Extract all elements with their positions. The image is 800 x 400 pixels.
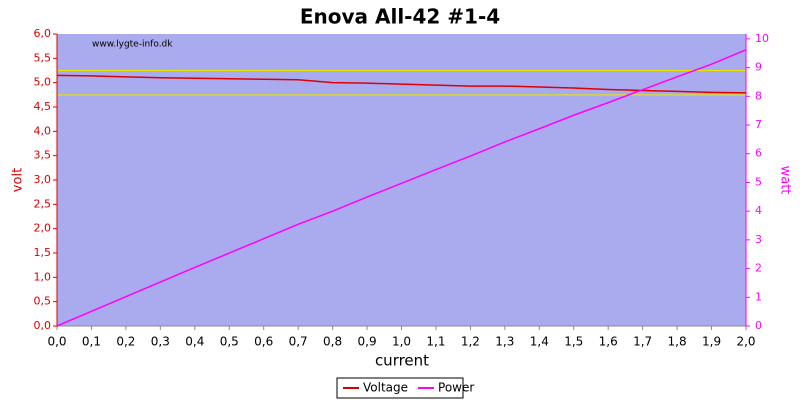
- y-tick-label: 3,5: [34, 149, 52, 162]
- y2-tick-label: 5: [755, 175, 762, 188]
- y-axis-label: volt: [11, 168, 26, 192]
- legend-label: Voltage: [363, 381, 408, 395]
- y-tick-label: 5,5: [34, 51, 52, 64]
- y-tick-label: 0,5: [34, 295, 52, 308]
- y2-tick-label: 7: [755, 118, 762, 131]
- x-tick-label: 0,8: [323, 335, 342, 349]
- x-tick-label: 1,2: [461, 335, 480, 349]
- x-tick-label: 2,0: [736, 335, 755, 349]
- y-tick-label: 1,0: [34, 270, 52, 283]
- y-tick-label: 3,0: [34, 173, 52, 186]
- y2-tick-label: 4: [755, 204, 762, 217]
- y2-tick-label: 1: [755, 290, 762, 303]
- y2-tick-label: 8: [755, 89, 762, 102]
- x-axis-label: current: [375, 352, 429, 370]
- series-line: [56, 49, 747, 327]
- y2-tick-label: 0: [755, 319, 762, 332]
- x-tick-label: 0,9: [358, 335, 377, 349]
- x-tick-label: 1,7: [633, 335, 652, 349]
- y2-tick-label: 9: [755, 61, 762, 74]
- legend-box: [336, 377, 464, 399]
- x-tick-label: 1,5: [564, 335, 583, 349]
- x-tick-label: 1,1: [426, 335, 445, 349]
- x-tick-label: 1,9: [702, 335, 721, 349]
- y-tick-label: 4,5: [34, 100, 52, 113]
- y2-tick-label: 2: [755, 262, 762, 275]
- y2-tick-label: 10: [755, 32, 769, 45]
- y2-tick-label: 6: [755, 147, 762, 160]
- y-tick-label: 5,0: [34, 76, 52, 89]
- x-tick-label: 0,6: [254, 335, 273, 349]
- x-tick-label: 1,3: [495, 335, 514, 349]
- x-tick-label: 1,4: [530, 335, 549, 349]
- x-tick-label: 0,4: [185, 335, 204, 349]
- x-tick-label: 0,5: [220, 335, 239, 349]
- y-tick-label: 2,5: [34, 197, 52, 210]
- y-tick-label: 6,0: [34, 27, 52, 40]
- chart-title: Enova All-42 #1-4: [300, 5, 500, 29]
- y2-axis-label: watt: [778, 166, 793, 195]
- series-line: [56, 74, 747, 94]
- x-tick-label: 1,8: [668, 335, 687, 349]
- x-tick-label: 0,0: [47, 335, 66, 349]
- watermark: www.lygte-info.dk: [92, 40, 173, 50]
- x-tick-label: 1,0: [392, 335, 411, 349]
- y-tick-label: 2,0: [34, 222, 52, 235]
- y-tick-label: 1,5: [34, 246, 52, 259]
- y-tick-label: 0,0: [34, 319, 52, 332]
- y2-tick-label: 3: [755, 233, 762, 246]
- x-tick-label: 0,3: [151, 335, 170, 349]
- x-tick-label: 1,6: [599, 335, 618, 349]
- x-tick-label: 0,1: [82, 335, 101, 349]
- legend-label: Power: [438, 381, 474, 395]
- y-tick-label: 4,0: [34, 124, 52, 137]
- x-tick-label: 0,2: [116, 335, 135, 349]
- x-tick-label: 0,7: [289, 335, 308, 349]
